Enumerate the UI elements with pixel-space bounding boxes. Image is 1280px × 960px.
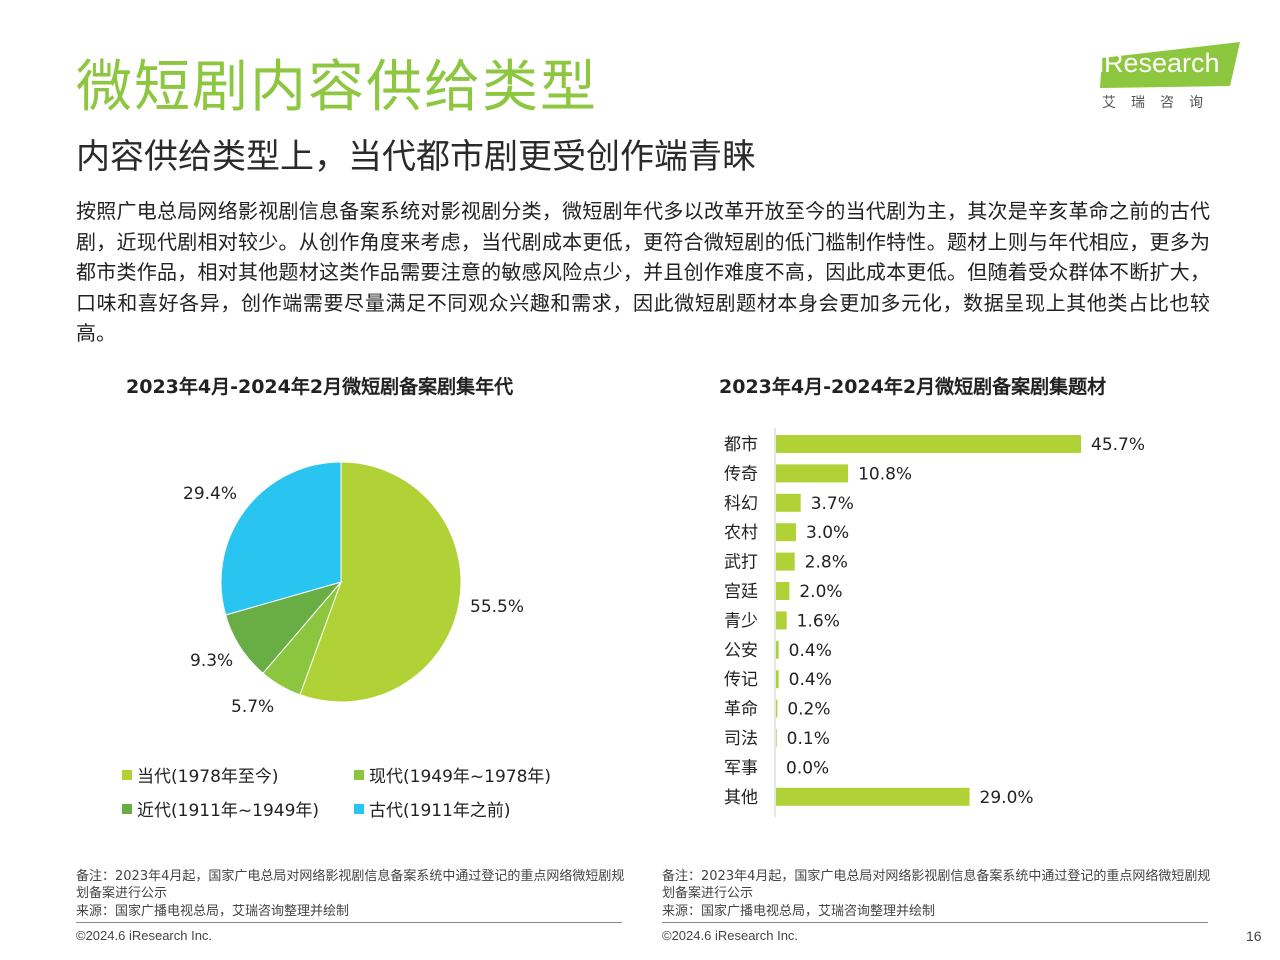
bar-category-label: 农村	[724, 523, 758, 543]
legend-label: 现代(1949年~1978年)	[369, 767, 552, 787]
bar-category-label: 科幻	[724, 494, 758, 514]
bar-value-label: 29.0%	[980, 788, 1034, 808]
pie-label-dangdai: 55.5%	[470, 597, 525, 617]
right-separator	[662, 922, 1208, 923]
body-paragraph: 按照广电总局网络影视剧信息备案系统对影视剧分类，微短剧年代多以改革开放至今的当代…	[76, 199, 1210, 345]
bar-chart: 都市 45.7% 传奇 10.8% 科幻 3.7% 农村 3.0% 武打 2.8% 宫廷 2.0% 青少…	[724, 428, 1145, 818]
pie-label-xiandai: 5.7%	[231, 697, 275, 717]
legend-label: 当代(1978年至今)	[137, 767, 279, 787]
page-number: 16	[1246, 928, 1262, 944]
bar-value-label: 2.8%	[805, 553, 848, 573]
bar-value-label: 0.1%	[787, 729, 830, 749]
bar-value-label: 0.0%	[786, 758, 829, 778]
bar-都市	[776, 435, 1081, 453]
bar-category-label: 司法	[724, 729, 758, 749]
bar-value-label: 2.0%	[799, 582, 842, 602]
bar-value-label: 3.7%	[811, 494, 854, 514]
pie-label-gudai: 29.4%	[183, 484, 238, 504]
bar-value-label: 0.2%	[787, 700, 830, 720]
right-copyright: ©2024.6 iResearch Inc.	[662, 928, 799, 943]
legend-item-gudai: 古代(1911年之前)	[354, 796, 511, 821]
left-copyright: ©2024.6 iResearch Inc.	[76, 928, 213, 943]
bar-category-label: 武打	[724, 553, 758, 573]
legend-swatch	[122, 769, 132, 780]
pie-slice-dangdai	[299, 461, 462, 703]
bar-司法	[776, 729, 777, 747]
logo-banner-shape	[1100, 42, 1240, 88]
bar-chart-title: 2023年4月-2024年2月微短剧备案剧集题材	[719, 376, 1107, 398]
legend-swatch	[354, 769, 364, 780]
legend-label: 近代(1911年~1949年)	[137, 801, 320, 821]
pie-chart-title: 2023年4月-2024年2月微短剧备案剧集年代	[126, 376, 514, 398]
bar-value-label: 10.8%	[858, 464, 912, 484]
pie-label-jindai: 9.3%	[190, 651, 234, 671]
bar-category-label: 都市	[724, 435, 758, 455]
bar-其他	[776, 787, 970, 806]
bar-value-label: 1.6%	[797, 611, 840, 631]
bar-传记	[776, 670, 779, 689]
bar-武打	[776, 552, 795, 571]
pie-slice-gudai	[220, 461, 342, 616]
legend-item-dangdai: 当代(1978年至今)	[122, 762, 279, 787]
bar-value-label: 0.4%	[789, 641, 832, 661]
bar-科幻	[776, 493, 801, 512]
bar-公安	[776, 640, 779, 659]
bar-category-label: 青少	[724, 611, 758, 631]
legend-swatch	[354, 803, 364, 814]
legend-item-xiandai: 现代(1949年~1978年)	[354, 762, 551, 787]
logo-chinese-name: 艾瑞咨询	[1102, 95, 1218, 111]
bar-宫廷	[776, 582, 790, 600]
legend-label: 古代(1911年之前)	[369, 801, 511, 821]
left-source: 来源：国家广播电视总局，艾瑞咨询整理并绘制	[76, 904, 350, 919]
bar-value-label: 3.0%	[806, 523, 849, 543]
left-separator	[76, 922, 622, 923]
left-footnote: 备注：2023年4月起，国家广电总局对网络影视剧信息备案系统中通过登记的重点网络…	[76, 869, 625, 901]
bar-value-label: 0.4%	[789, 670, 832, 690]
right-source: 来源：国家广播电视总局，艾瑞咨询整理并绘制	[662, 904, 936, 919]
bar-category-label: 其他	[724, 788, 758, 808]
bar-category-label: 传奇	[724, 464, 758, 484]
page-title: 微短剧内容供给类型	[76, 55, 598, 120]
legend-item-jindai: 近代(1911年~1949年)	[122, 796, 319, 821]
bar-category-label: 宫廷	[724, 582, 758, 602]
bar-category-label: 公安	[724, 641, 758, 661]
iresearch-logo: iResearch 艾瑞咨询	[1098, 40, 1248, 120]
bar-category-label: 传记	[724, 670, 758, 690]
bar-category-label: 军事	[724, 758, 758, 778]
logo-wordmark: iResearch	[1098, 48, 1220, 78]
bar-传奇	[776, 464, 849, 483]
bar-value-label: 45.7%	[1091, 435, 1145, 455]
bar-青少	[776, 611, 787, 630]
bar-革命	[776, 699, 778, 718]
bar-category-label: 革命	[724, 700, 758, 720]
right-footnote: 备注：2023年4月起，国家广电总局对网络影视剧信息备案系统中通过登记的重点网络…	[662, 869, 1211, 901]
bar-农村	[776, 523, 797, 542]
legend-swatch	[122, 803, 132, 814]
page-subtitle: 内容供给类型上，当代都市剧更受创作端青睐	[76, 137, 756, 177]
pie-chart	[220, 461, 462, 703]
